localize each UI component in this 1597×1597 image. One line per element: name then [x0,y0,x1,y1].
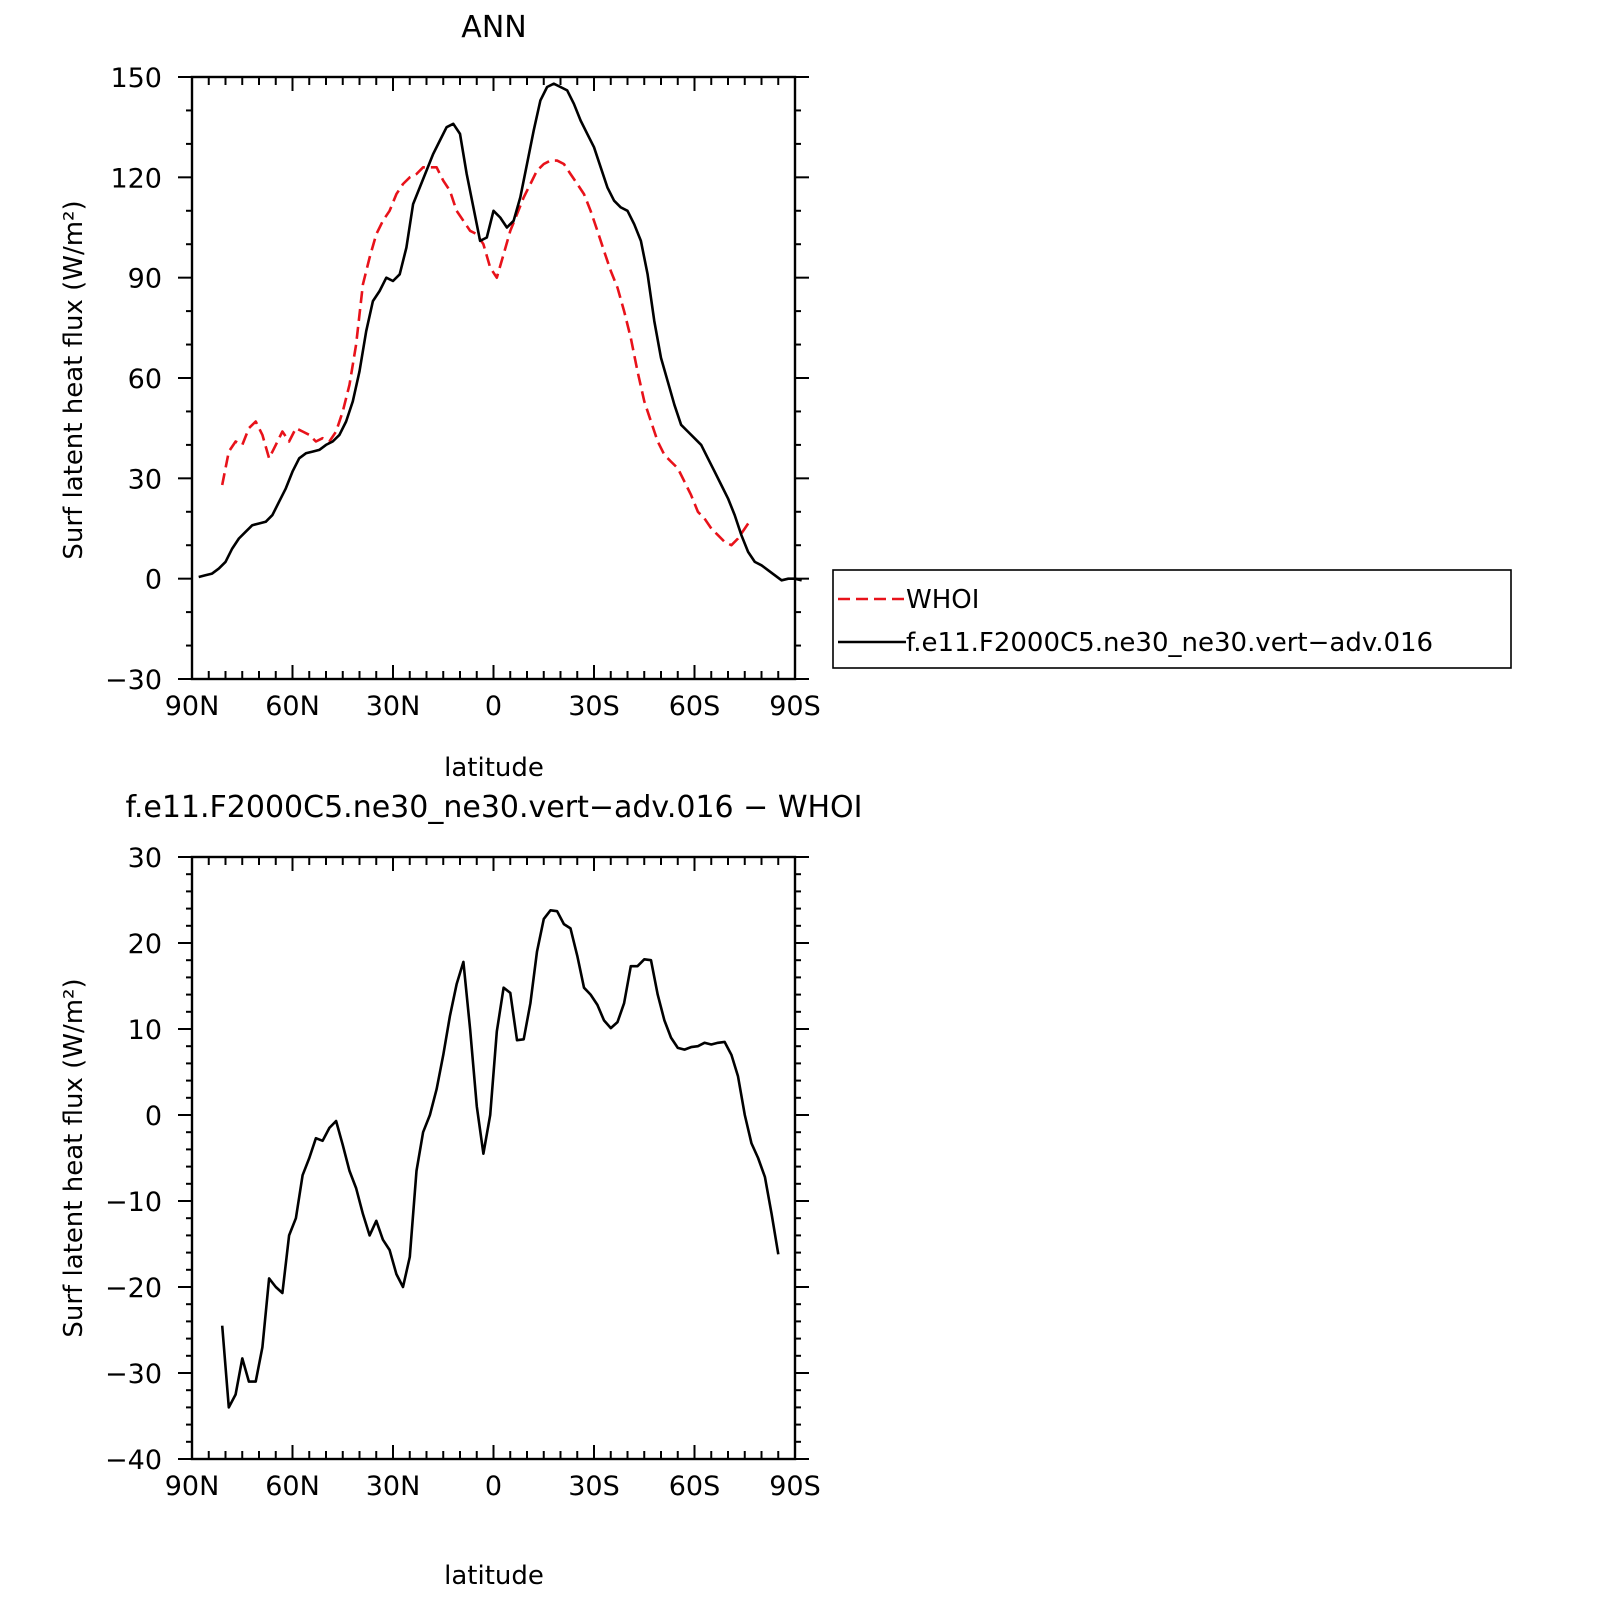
top-y-tick-label: −30 [105,665,162,696]
top-plot-frame [190,75,797,681]
bottom-x-axis-label: latitude [444,1561,544,1591]
top-y-axis-label: Surf latent heat flux (W/m²) [59,200,89,559]
bottom-y-tick-label: −20 [105,1273,162,1304]
top-y-tick-label: 90 [128,264,162,295]
bottom-y-tick-label: 0 [145,1101,162,1132]
top-y-tick-label: 30 [128,464,162,495]
top-y-tick-label: 0 [145,565,162,596]
top-panel: ANN Surf latent heat flux (W/m²) latitud… [59,10,821,783]
top-x-tick-label: 60N [265,691,320,722]
bottom-y-tick-label: −30 [105,1359,162,1390]
bottom-y-axis-label: Surf latent heat flux (W/m²) [59,978,89,1337]
bottom-y-tick-label: −10 [105,1187,162,1218]
model-series-line [198,82,803,582]
top-x-tick-label: 0 [485,691,502,722]
bottom-panel: f.e11.F2000C5.ne30_ne30.vert−adv.016 − W… [59,790,863,1591]
bottom-plot-frame [190,855,797,1461]
top-x-tick-label: 90N [165,691,220,722]
whoi-series-line [220,159,753,547]
top-y-tick-label: 120 [110,163,162,194]
bottom-x-tick-label: 0 [485,1471,502,1502]
top-x-axis-label: latitude [444,753,544,783]
top-series-lines [198,82,803,582]
top-y-tick-label: 150 [110,63,162,94]
difference-series-line [220,909,780,1409]
bottom-chart-title: f.e11.F2000C5.ne30_ne30.vert−adv.016 − W… [125,790,862,825]
legend: WHOI f.e11.F2000C5.ne30_ne30.vert−adv.01… [832,569,1512,669]
bottom-x-tick-label: 30S [568,1471,620,1502]
bottom-x-tick-label: 60S [669,1471,721,1502]
bottom-x-tick-label: 60N [265,1471,320,1502]
bottom-y-tick-label: −40 [105,1445,162,1476]
bottom-x-tick-label: 30N [366,1471,421,1502]
bottom-x-tick-label: 90N [165,1471,220,1502]
top-x-tick-label: 60S [669,691,721,722]
bottom-x-tick-label: 90S [769,1471,821,1502]
top-x-tick-label: 30S [568,691,620,722]
bottom-y-tick-label: 10 [128,1015,162,1046]
bottom-y-tick-label: 30 [128,843,162,874]
legend-item-model: f.e11.F2000C5.ne30_ne30.vert−adv.016 [906,628,1433,658]
legend-box [832,569,1512,669]
top-axis-ticks: 90N 60N 30N 0 30S 60S 90S 150 120 90 60 30 0 −30 [105,63,821,722]
top-chart-title: ANN [461,10,526,45]
bottom-axis-ticks: 90N 60N 30N 0 30S 60S 90S 30 20 10 0 −10 −20 −30 −40 [105,843,821,1502]
top-y-tick-label: 60 [128,364,162,395]
top-x-tick-label: 30N [366,691,421,722]
bottom-y-tick-label: 20 [128,929,162,960]
top-x-tick-label: 90S [769,691,821,722]
bottom-series-lines [220,909,780,1409]
legend-item-whoi: WHOI [906,585,979,615]
